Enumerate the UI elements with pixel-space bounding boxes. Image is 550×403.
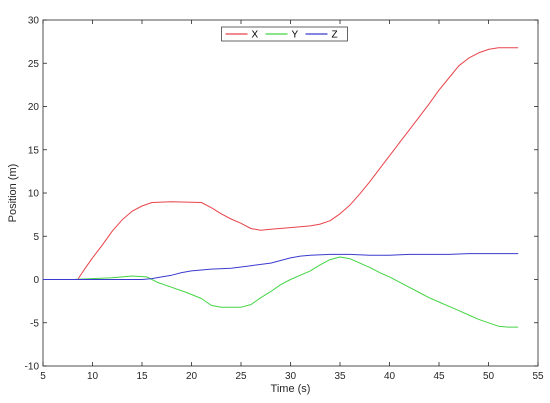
y-tick-label: 0 xyxy=(33,275,39,286)
x-tick-label: 30 xyxy=(285,371,297,382)
legend: X Y Z xyxy=(221,26,348,42)
y-tick-label: 10 xyxy=(28,189,40,200)
y-axis-label: Position (m) xyxy=(7,164,19,223)
y-tick-label: 25 xyxy=(28,59,40,70)
x-tick-label: 20 xyxy=(186,371,198,382)
legend-label-z: Z xyxy=(332,30,338,41)
x-tick-label: 55 xyxy=(532,371,544,382)
series-line-y xyxy=(43,256,519,328)
x-tick-label: 10 xyxy=(87,371,99,382)
series-line-x xyxy=(43,47,519,280)
x-axis-label: Time (s) xyxy=(271,383,311,395)
legend-label-x: X xyxy=(252,30,259,41)
series-line-z xyxy=(43,253,519,280)
x-tick-label: 25 xyxy=(235,371,247,382)
x-tick-label: 5 xyxy=(40,371,46,382)
axes-box xyxy=(42,19,539,367)
x-tick-label: 45 xyxy=(433,371,445,382)
y-tick-label: -5 xyxy=(30,318,39,329)
plot-area: 5 10 15 20 25 30 35 40 45 50 55-10-5051015202530Ti… xyxy=(7,16,544,396)
x-tick-label: 15 xyxy=(136,371,148,382)
x-tick-label: 35 xyxy=(334,371,346,382)
y-tick-label: 15 xyxy=(28,145,40,156)
x-tick-label: 50 xyxy=(483,371,495,382)
x-tick-label: 40 xyxy=(384,371,396,382)
y-tick-label: 5 xyxy=(33,232,39,243)
y-tick-label: -10 xyxy=(25,362,40,373)
y-tick-label: 30 xyxy=(28,16,40,27)
y-tick-label: 20 xyxy=(28,102,40,113)
legend-label-y: Y xyxy=(292,30,299,41)
